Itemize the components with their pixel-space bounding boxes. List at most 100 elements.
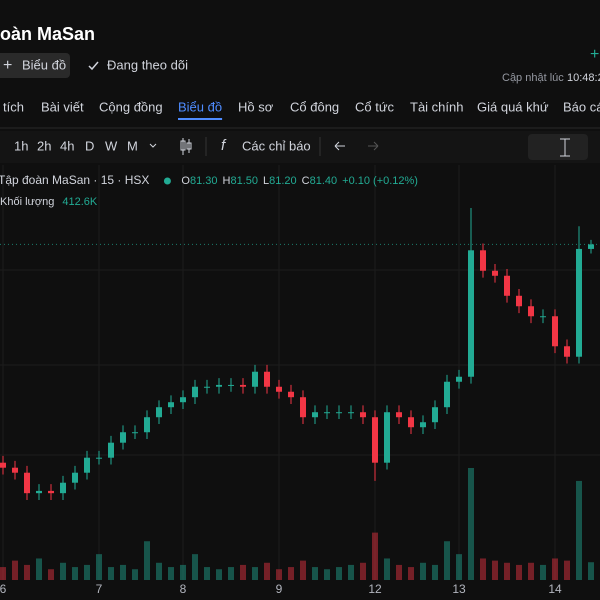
candle-body (288, 391, 294, 398)
chart-button-label: Biểu đồ (22, 57, 66, 72)
candle-body (504, 275, 510, 296)
candle-body (576, 248, 582, 357)
add-icon[interactable]: + (590, 46, 599, 63)
volume-bar (516, 564, 522, 580)
volume-bar (372, 532, 378, 580)
volume-bar (564, 560, 570, 580)
measure-icon (560, 138, 570, 157)
volume-bar (420, 562, 426, 580)
tab[interactable]: Giá quá khứ (477, 99, 549, 114)
tab[interactable]: Hồ sơ (238, 99, 274, 114)
volume-bar (288, 567, 294, 580)
volume-title: Khối lượng (0, 196, 54, 208)
chevron[interactable] (149, 143, 157, 148)
plus-icon: + (3, 57, 12, 74)
volume-bar (456, 554, 462, 580)
volume-bar (132, 569, 138, 580)
ohlc-key: O (181, 175, 190, 187)
updated-time: 10:48:2 (567, 72, 600, 84)
tab[interactable]: Cổ tức (355, 99, 395, 114)
volume-bar (480, 558, 486, 580)
candle-body (552, 316, 558, 347)
tab[interactable]: Cổ đông (290, 99, 339, 114)
volume-bar (396, 564, 402, 580)
ohlc-value: 81.40 (310, 175, 338, 187)
candle-body (276, 386, 282, 392)
volume-bar (588, 562, 594, 580)
candle-body (456, 376, 462, 382)
candle-body (48, 490, 54, 494)
undo-icon[interactable] (334, 141, 345, 151)
x-tick-label: 9 (276, 582, 283, 596)
interval[interactable]: D (85, 138, 94, 153)
candle-body (168, 402, 174, 408)
candle-body (60, 482, 66, 494)
candle-body (468, 250, 474, 377)
tabs: tích Bài viết Cộng đồng Biểu đồ Hồ sơ Cổ đông… (3, 99, 600, 120)
candle-body (312, 412, 318, 418)
interval[interactable]: 1h (14, 138, 28, 153)
volume-bar (408, 567, 414, 580)
interval[interactable]: 4h (60, 138, 74, 153)
candle-body (492, 270, 498, 276)
tab[interactable]: Bài viết (41, 99, 84, 114)
ohlc-key: C (302, 175, 310, 187)
volume-bar (444, 541, 450, 580)
candle-body (24, 472, 30, 494)
updated-label: Cập nhật lúc (502, 72, 564, 84)
ohlc-key: H (223, 175, 231, 187)
toolbar (0, 131, 600, 163)
tab[interactable]: tích (3, 99, 24, 114)
x-tick-label: 14 (548, 582, 562, 596)
candle-icon[interactable] (180, 138, 192, 155)
candle-body (588, 244, 594, 249)
volume-bar (144, 541, 150, 580)
interval[interactable]: W (105, 138, 118, 153)
indicators-label[interactable]: Các chỉ báo (242, 138, 311, 153)
fx-icon[interactable]: f (221, 137, 227, 154)
candle-body (480, 250, 486, 271)
check-icon (88, 61, 99, 71)
intervals: 1h 2h 4h D W M (14, 138, 138, 153)
interval[interactable]: 2h (37, 138, 51, 153)
interval[interactable]: M (127, 138, 138, 153)
volume-bar (72, 567, 78, 580)
volume-bar (24, 564, 30, 580)
x-tick-label: 12 (368, 582, 382, 596)
candle-body (264, 371, 270, 387)
volume-bar (228, 567, 234, 580)
candle-body (84, 457, 90, 473)
tab[interactable]: Báo cá (563, 99, 600, 114)
volume-bar (96, 554, 102, 580)
redo-icon[interactable] (368, 141, 379, 151)
tool-box[interactable] (528, 134, 588, 160)
candle-body (540, 316, 546, 318)
follow-label[interactable]: Đang theo dõi (107, 57, 188, 72)
volume-bar (156, 562, 162, 580)
volume-bar (384, 558, 390, 580)
volume-value: 412.6K (62, 196, 98, 208)
chart: 6 7 8 9 12 13 14 Tập đoàn MaSan · 15 · HSX O 81.3… (0, 165, 600, 596)
tab[interactable]: Tài chính (410, 99, 463, 114)
candle-body (180, 397, 186, 403)
volume-bar (528, 562, 534, 580)
volume-bar (204, 567, 210, 580)
candle-body (384, 412, 390, 463)
change: +0.10 (+0.12%) (342, 175, 418, 187)
candle-body (108, 442, 114, 458)
tab[interactable]: Biểu đồ (178, 99, 222, 114)
chart-button[interactable] (0, 53, 70, 78)
candle-body (204, 386, 210, 388)
volume-bar (276, 569, 282, 580)
volume-bar (468, 468, 474, 580)
candle-body (528, 306, 534, 317)
volume-bar (48, 569, 54, 580)
volume-bar (36, 558, 42, 580)
x-tick-label: 13 (452, 582, 466, 596)
ohlc-key: L (263, 175, 269, 187)
candle-body (240, 384, 246, 387)
tab[interactable]: Cộng đồng (99, 99, 163, 114)
company-title: oàn MaSan (0, 24, 95, 44)
candle-body (408, 417, 414, 428)
